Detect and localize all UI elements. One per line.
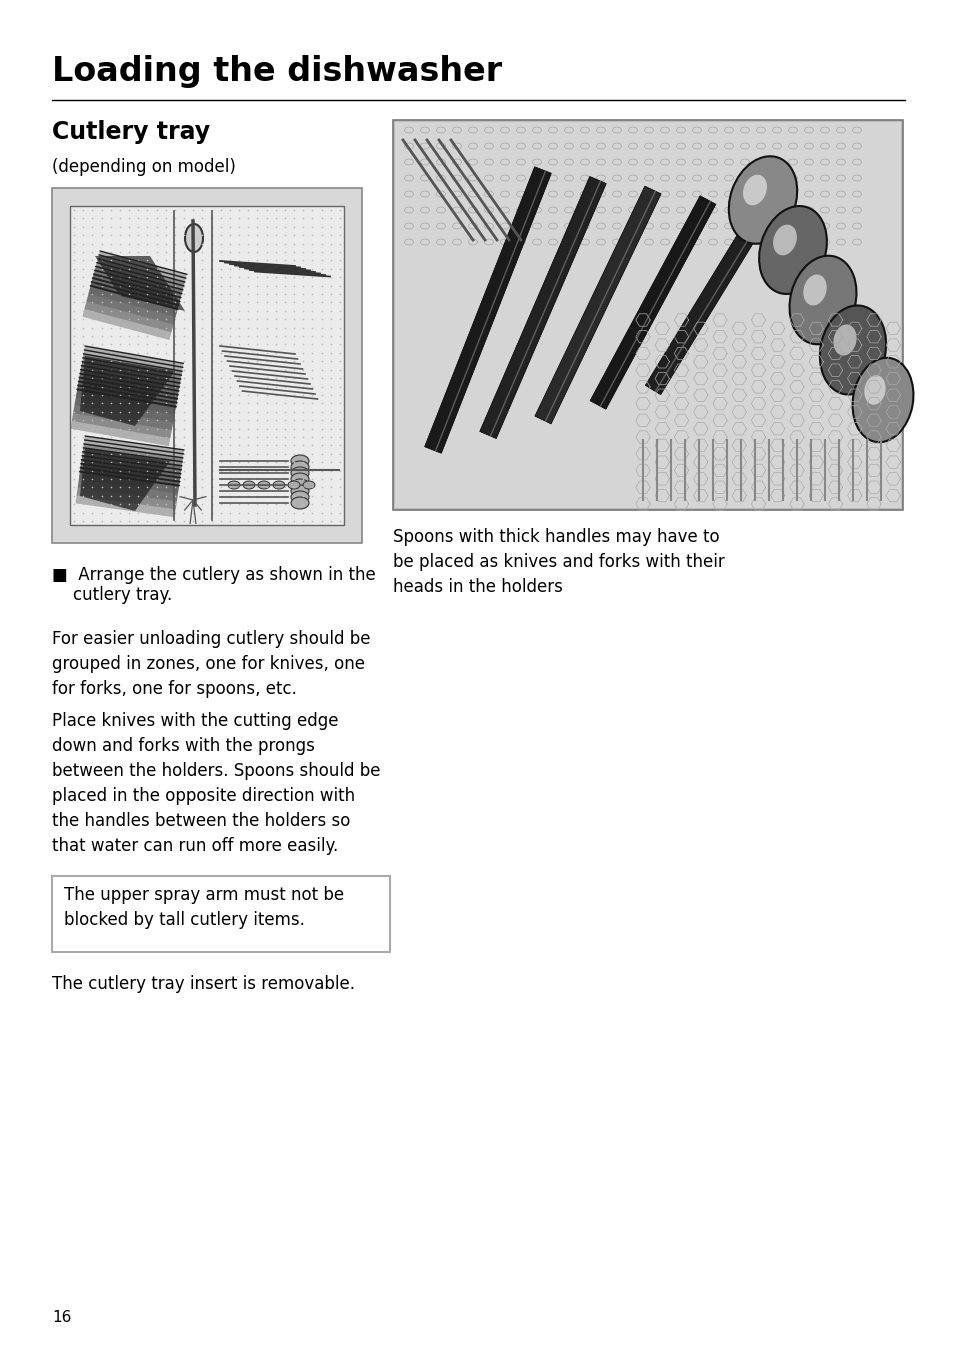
Ellipse shape — [291, 485, 309, 498]
Polygon shape — [644, 206, 770, 395]
Ellipse shape — [185, 224, 203, 251]
Ellipse shape — [228, 481, 240, 489]
Ellipse shape — [742, 174, 766, 206]
Polygon shape — [76, 369, 179, 415]
FancyBboxPatch shape — [70, 206, 344, 525]
Polygon shape — [79, 362, 180, 399]
Polygon shape — [85, 279, 179, 333]
Polygon shape — [75, 468, 179, 518]
Ellipse shape — [273, 481, 285, 489]
Polygon shape — [78, 460, 180, 502]
Text: Place knives with the cutting edge
down and forks with the prongs
between the ho: Place knives with the cutting edge down … — [52, 713, 380, 854]
Ellipse shape — [291, 479, 309, 491]
Polygon shape — [82, 443, 183, 469]
Ellipse shape — [291, 456, 309, 466]
Ellipse shape — [728, 157, 797, 243]
Ellipse shape — [833, 324, 856, 356]
Text: For easier unloading cutlery should be
grouped in zones, one for knives, one
for: For easier unloading cutlery should be g… — [52, 630, 370, 698]
Text: The upper spray arm must not be
blocked by tall cutlery items.: The upper spray arm must not be blocked … — [64, 886, 344, 929]
Text: cutlery tray.: cutlery tray. — [52, 585, 172, 604]
Polygon shape — [83, 350, 183, 376]
Polygon shape — [74, 373, 178, 422]
Polygon shape — [535, 187, 660, 425]
Polygon shape — [83, 439, 183, 462]
Ellipse shape — [291, 466, 309, 479]
Text: Cutlery tray: Cutlery tray — [52, 120, 210, 145]
Polygon shape — [80, 448, 170, 511]
FancyBboxPatch shape — [52, 188, 361, 544]
Text: 16: 16 — [52, 1310, 71, 1325]
Polygon shape — [71, 385, 176, 446]
Ellipse shape — [291, 461, 309, 473]
Polygon shape — [99, 251, 187, 279]
Polygon shape — [92, 262, 184, 301]
Ellipse shape — [291, 491, 309, 503]
Text: (depending on model): (depending on model) — [52, 158, 235, 176]
Ellipse shape — [802, 274, 826, 306]
Polygon shape — [424, 166, 551, 453]
Polygon shape — [77, 365, 180, 407]
FancyBboxPatch shape — [393, 120, 902, 510]
Text: Loading the dishwasher: Loading the dishwasher — [52, 55, 501, 88]
Polygon shape — [95, 256, 185, 311]
Ellipse shape — [257, 481, 270, 489]
Ellipse shape — [759, 206, 826, 293]
Polygon shape — [80, 452, 182, 485]
Polygon shape — [479, 176, 605, 438]
Polygon shape — [89, 270, 182, 316]
Polygon shape — [76, 464, 180, 510]
Ellipse shape — [291, 498, 309, 508]
Ellipse shape — [303, 481, 314, 489]
Polygon shape — [87, 274, 180, 324]
Text: ■  Arrange the cutlery as shown in the: ■ Arrange the cutlery as shown in the — [52, 566, 375, 584]
Ellipse shape — [863, 376, 884, 404]
Text: Spoons with thick handles may have to
be placed as knives and forks with their
h: Spoons with thick handles may have to be… — [393, 529, 724, 596]
Text: The cutlery tray insert is removable.: The cutlery tray insert is removable. — [52, 975, 355, 992]
Ellipse shape — [243, 481, 254, 489]
Polygon shape — [71, 381, 177, 438]
Ellipse shape — [288, 481, 299, 489]
Polygon shape — [80, 356, 174, 426]
Polygon shape — [73, 377, 178, 430]
Ellipse shape — [789, 256, 856, 345]
Polygon shape — [81, 354, 182, 383]
Polygon shape — [91, 266, 183, 310]
Polygon shape — [82, 283, 178, 339]
Polygon shape — [80, 358, 181, 391]
FancyBboxPatch shape — [395, 122, 900, 508]
Ellipse shape — [291, 473, 309, 485]
Polygon shape — [81, 448, 182, 477]
Polygon shape — [590, 196, 715, 410]
Polygon shape — [84, 346, 183, 368]
Ellipse shape — [819, 306, 885, 395]
Polygon shape — [97, 256, 186, 285]
Ellipse shape — [852, 358, 912, 442]
Polygon shape — [79, 456, 181, 493]
FancyBboxPatch shape — [52, 876, 390, 952]
Polygon shape — [94, 258, 185, 293]
Polygon shape — [85, 435, 184, 454]
Ellipse shape — [772, 224, 796, 256]
